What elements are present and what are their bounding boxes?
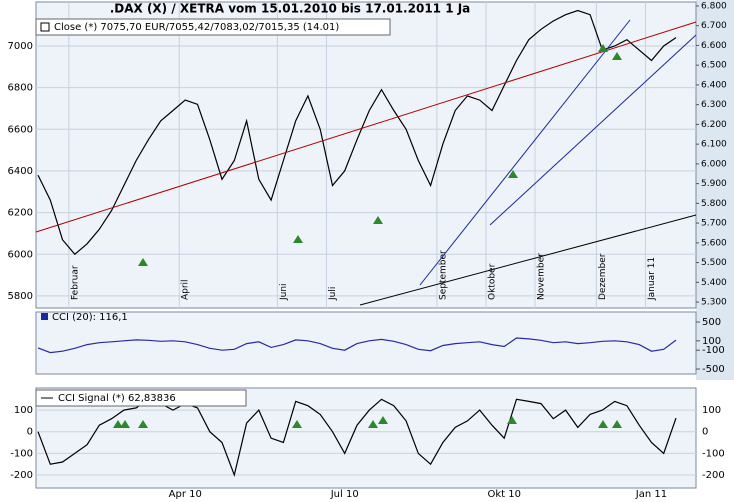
x-tick-label: Juni bbox=[279, 283, 289, 301]
y-tick-label-right: -200 bbox=[702, 470, 725, 481]
trend-line bbox=[419, 19, 631, 286]
x-tick-label: Jan 11 bbox=[635, 489, 667, 500]
x-tick-label: April bbox=[181, 279, 191, 300]
y-tick-label-right: 500 bbox=[702, 317, 721, 328]
plot-area bbox=[35, 311, 697, 375]
x-tick-label: September bbox=[438, 250, 448, 300]
y2-tick-label: 6.600 bbox=[701, 41, 727, 51]
y-tick-label: 6400 bbox=[8, 166, 33, 177]
signal-markers bbox=[113, 44, 622, 428]
y-tick-label: 6600 bbox=[8, 124, 33, 135]
trend-line bbox=[489, 34, 697, 226]
series-line bbox=[37, 9, 677, 256]
legend-box bbox=[35, 18, 391, 36]
x-tick-label: Oktober bbox=[487, 263, 497, 300]
y-tick-label: 6800 bbox=[8, 83, 33, 94]
y-tick-label-right: -100 bbox=[702, 345, 725, 356]
x-tick-label: Februar bbox=[70, 265, 80, 300]
legend-swatch bbox=[40, 22, 50, 32]
y2-tick-label: 5.300 bbox=[701, 298, 727, 308]
y-tick-label: 5800 bbox=[8, 291, 33, 302]
legend-box bbox=[35, 389, 247, 407]
x-tick-label: Januar 11 bbox=[647, 257, 657, 301]
y2-tick-label: 6.800 bbox=[701, 1, 727, 11]
y2-tick-label: 5.700 bbox=[701, 219, 727, 229]
legend-label: CCI Signal (*) 62,83836 bbox=[58, 393, 176, 404]
x-tick-label: Jul 10 bbox=[330, 489, 359, 500]
y2-tick-label: 5.600 bbox=[701, 238, 727, 248]
y-tick-label-right: 0 bbox=[702, 427, 708, 438]
y2-tick-label: 5.900 bbox=[701, 179, 727, 189]
y-tick-label: 7000 bbox=[8, 41, 33, 52]
x-tick-label: Juli bbox=[328, 287, 338, 301]
plot-area bbox=[35, 1, 697, 309]
legend-label: Close (*) 7075,70 EUR/7055,42/7083,02/70… bbox=[54, 22, 339, 33]
y2-tick-label: 6.500 bbox=[701, 61, 727, 71]
y-tick-label: 100 bbox=[14, 405, 33, 416]
y-tick-label: 0 bbox=[27, 427, 33, 438]
y-tick-label: -200 bbox=[10, 470, 33, 481]
y2-tick-label: 6.300 bbox=[701, 100, 727, 110]
legend-swatch bbox=[41, 313, 48, 320]
y-tick-label: 6200 bbox=[8, 208, 33, 219]
y-tick-label: -100 bbox=[10, 448, 33, 459]
y2-tick-label: 6.400 bbox=[701, 80, 727, 90]
x-tick-label: Okt 10 bbox=[487, 489, 521, 500]
y2-tick-label: 5.800 bbox=[701, 199, 727, 209]
series-line bbox=[37, 337, 677, 354]
y2-tick-label: 6.200 bbox=[701, 120, 727, 130]
right-axis-bg bbox=[696, 0, 734, 380]
y2-tick-label: 6.100 bbox=[701, 140, 727, 150]
chart-title: .DAX (X) / XETRA vom 15.01.2010 bis 17.0… bbox=[110, 2, 471, 16]
y-tick-label: 6000 bbox=[8, 249, 33, 260]
y2-tick-label: 6.000 bbox=[701, 159, 727, 169]
y-tick-label-right: 100 bbox=[702, 336, 721, 347]
trend-line bbox=[359, 214, 697, 306]
y2-tick-label: 5.400 bbox=[701, 278, 727, 288]
x-tick-label: Apr 10 bbox=[169, 489, 202, 500]
y2-tick-label: 5.500 bbox=[701, 258, 727, 268]
labels: .DAX (X) / XETRA vom 15.01.2010 bis 17.0… bbox=[35, 2, 471, 407]
y2-tick-label: 6.700 bbox=[701, 21, 727, 31]
x-tick-label: Dezember bbox=[598, 253, 608, 300]
panel-title: CCI (20): 116,1 bbox=[52, 312, 128, 323]
y-tick-label-right: -100 bbox=[702, 448, 725, 459]
decorations bbox=[35, 19, 697, 428]
x-tick-label: November bbox=[537, 253, 547, 300]
y-tick-label-right: 100 bbox=[702, 405, 721, 416]
y-tick-label-right: -500 bbox=[702, 364, 725, 375]
trend-line bbox=[35, 21, 697, 233]
